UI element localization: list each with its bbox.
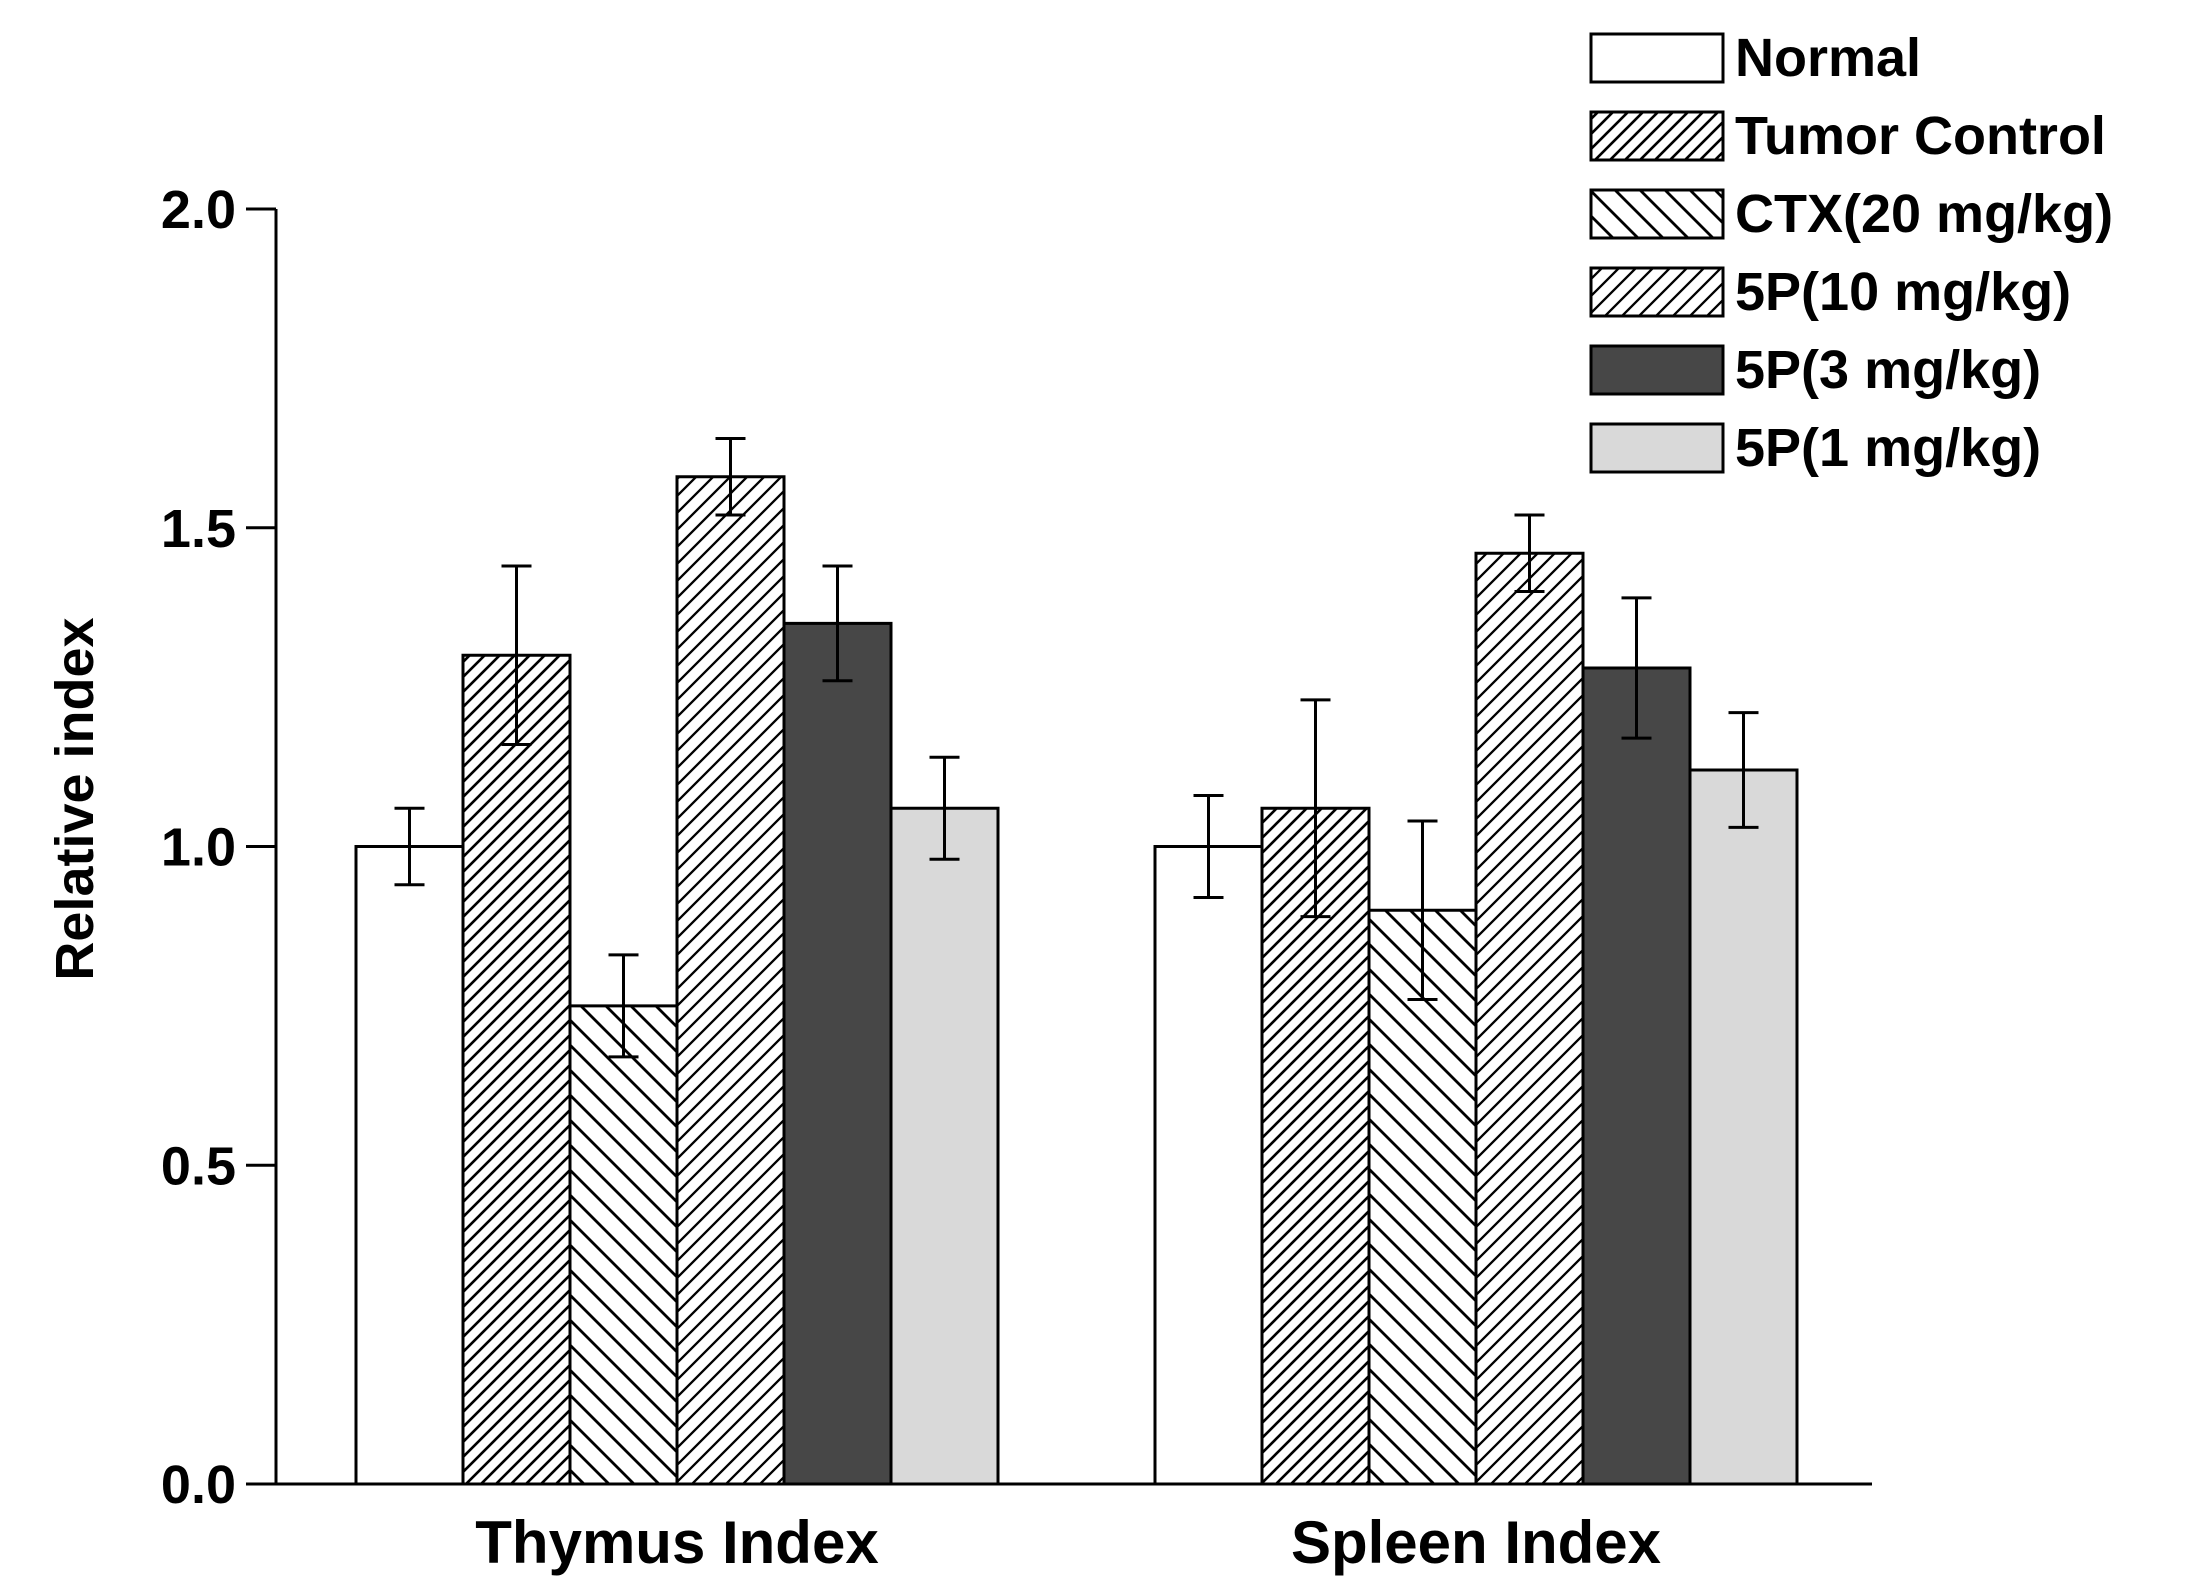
- x-tick-label: Thymus Index: [475, 1509, 878, 1576]
- error-bar-thymus-index-5p-3-mg-kg: [822, 564, 853, 683]
- bar-spleen-index-normal: [1153, 845, 1264, 1486]
- error-bar-thymus-index-5p-10-mg-kg: [715, 437, 746, 517]
- axis-labels: Relative index 0.0 0.5 1.0 1.5 2.0 Thymus Ind…: [45, 180, 1661, 1576]
- legend-label: Normal: [1735, 28, 1921, 88]
- error-bar-thymus-index-tumor-control: [501, 564, 532, 746]
- legend-item-5p-10-mg-kg: 5P(10 mg/kg): [1589, 262, 2071, 322]
- legend-swatch: [1589, 266, 1725, 318]
- legend-swatch: [1589, 110, 1725, 162]
- y-tick-label: 1.5: [161, 499, 236, 559]
- error-bar-spleen-index-5p-1-mg-kg: [1728, 711, 1759, 829]
- bar-thymus-index-5p-3-mg-kg: [782, 621, 893, 1486]
- legend-label: 5P(1 mg/kg): [1735, 418, 2041, 478]
- bar-spleen-index-5p-10-mg-kg: [1474, 551, 1585, 1486]
- error-bar-spleen-index-tumor-control: [1300, 698, 1331, 919]
- bar-spleen-index-5p-3-mg-kg: [1581, 666, 1692, 1486]
- error-bar-spleen-index-5p-3-mg-kg: [1621, 596, 1652, 740]
- legend-item-ctx-20-mg-kg: CTX(20 mg/kg): [1589, 184, 2113, 244]
- bar-thymus-index-ctx-20-mg-kg: [568, 1004, 679, 1486]
- error-bar-spleen-index-5p-10-mg-kg: [1514, 513, 1545, 593]
- bar-thymus-index-normal: [354, 845, 465, 1486]
- bars: [354, 437, 1799, 1486]
- y-tick-label: 0.5: [161, 1136, 236, 1196]
- legend-swatch: [1589, 422, 1725, 474]
- error-bar-thymus-index-5p-1-mg-kg: [929, 755, 960, 861]
- y-tick-label: 0.0: [161, 1455, 236, 1515]
- legend-label: Tumor Control: [1735, 106, 2106, 166]
- bar-thymus-index-5p-1-mg-kg: [889, 806, 1000, 1486]
- legend-label: 5P(10 mg/kg): [1735, 262, 2071, 322]
- y-axis-title: Relative index: [45, 617, 105, 980]
- bar-thymus-index-5p-10-mg-kg: [675, 475, 786, 1486]
- legend-label: CTX(20 mg/kg): [1735, 184, 2113, 244]
- legend-item-5p-1-mg-kg: 5P(1 mg/kg): [1589, 418, 2041, 478]
- x-tick-label: Spleen Index: [1291, 1509, 1661, 1576]
- y-tick-label: 2.0: [161, 180, 236, 240]
- error-bar-spleen-index-normal: [1193, 794, 1224, 899]
- legend-item-normal: Normal: [1589, 28, 1921, 88]
- error-bar-thymus-index-ctx-20-mg-kg: [608, 953, 639, 1059]
- legend-item-tumor-control: Tumor Control: [1589, 106, 2106, 166]
- error-bar-thymus-index-normal: [394, 806, 425, 887]
- legend-item-5p-3-mg-kg: 5P(3 mg/kg): [1589, 340, 2041, 400]
- legend-swatch: [1589, 32, 1725, 84]
- legend: Normal Tumor Control CTX(20 mg/kg) 5P(10 mg…: [1589, 28, 2113, 478]
- legend-swatch: [1589, 188, 1725, 240]
- bar-spleen-index-tumor-control: [1260, 806, 1371, 1486]
- bar-spleen-index-5p-1-mg-kg: [1688, 768, 1799, 1486]
- error-bar-spleen-index-ctx-20-mg-kg: [1407, 819, 1438, 1001]
- legend-swatch: [1589, 344, 1725, 396]
- legend-label: 5P(3 mg/kg): [1735, 340, 2041, 400]
- bar-thymus-index-tumor-control: [461, 653, 572, 1486]
- y-tick-label: 1.0: [161, 818, 236, 878]
